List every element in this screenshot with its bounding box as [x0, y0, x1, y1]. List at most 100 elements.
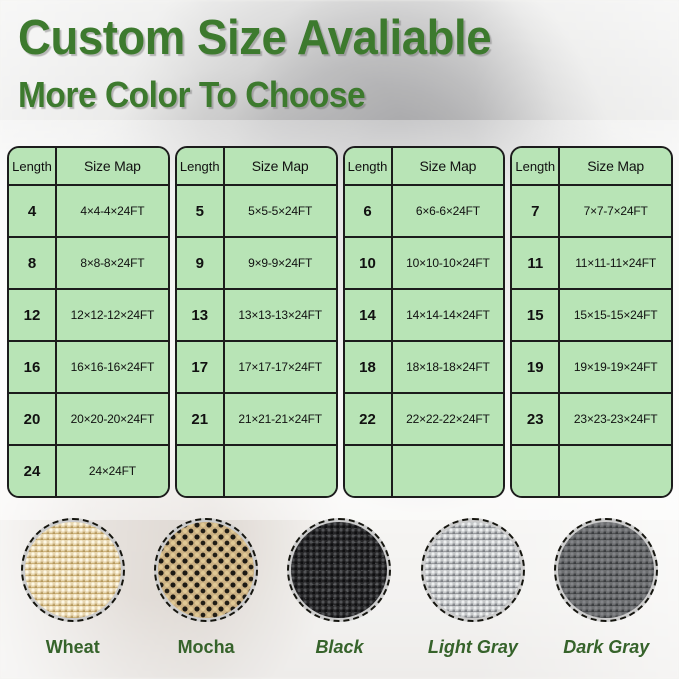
- cell-length: 21: [176, 394, 225, 444]
- table-row: [512, 446, 671, 496]
- table-row: 23 23×23-23×24FT: [512, 394, 671, 446]
- size-table: Length Size Map 5 5×5-5×24FT 9 9×9-9×24FT 13 13…: [174, 146, 338, 498]
- swatch-label: Dark Gray: [563, 637, 650, 657]
- table-row: 6 6×6-6×24FT: [344, 186, 504, 238]
- fabric-swatch-circle[interactable]: [154, 518, 259, 622]
- cell-size-map: 9×9-9×24FT: [224, 238, 336, 288]
- fabric-swatch-circle[interactable]: [20, 518, 125, 622]
- fabric-swatch-circle[interactable]: [554, 518, 659, 622]
- color-swatches-group: Wheat Mocha Black Light Gray Dark Gray: [0, 518, 679, 679]
- table-row: 8 8×8-8×24FT: [9, 238, 168, 290]
- cell-size-map: 4×4-4×24FT: [57, 186, 168, 236]
- cell-size-map: 14×14-14×24FT: [392, 290, 504, 340]
- column-header-size-map: Size Map: [224, 148, 336, 184]
- cell-length: 17: [176, 342, 225, 392]
- cell-size-map: 24×24FT: [57, 446, 168, 496]
- table-row: 5 5×5-5×24FT: [176, 186, 336, 238]
- column-header-size-map: Size Map: [560, 148, 671, 184]
- cell-length: 15: [512, 290, 561, 340]
- page-subtitle: More Color To Choose: [18, 74, 366, 115]
- cell-length: 4: [9, 186, 57, 236]
- table-row: 16 16×16-16×24FT: [9, 342, 168, 394]
- cell-length: 11: [512, 238, 561, 288]
- cell-length: [512, 446, 561, 496]
- cell-length: [176, 446, 225, 496]
- cell-length: 14: [344, 290, 393, 340]
- fabric-texture: [424, 522, 521, 618]
- cell-length: 19: [512, 342, 561, 392]
- column-header-size-map: Size Map: [57, 148, 168, 184]
- table-row: 7 7×7-7×24FT: [512, 186, 671, 238]
- cell-size-map: 20×20-20×24FT: [57, 394, 168, 444]
- color-swatch[interactable]: Mocha: [145, 518, 267, 658]
- table-row: 12 12×12-12×24FT: [9, 290, 168, 342]
- cell-size-map: 6×6-6×24FT: [392, 186, 504, 236]
- table-row: [176, 446, 336, 496]
- cell-size-map: [224, 446, 336, 496]
- table-row: 11 11×11-11×24FT: [512, 238, 671, 290]
- cell-size-map: 23×23-23×24FT: [560, 394, 671, 444]
- color-swatch[interactable]: Dark Gray: [545, 518, 667, 658]
- column-header-length: Length: [344, 148, 393, 184]
- table-row: 9 9×9-9×24FT: [176, 238, 336, 290]
- swatch-label: Mocha: [177, 637, 235, 657]
- table-row: 14 14×14-14×24FT: [344, 290, 504, 342]
- table-row: 24 24×24FT: [9, 446, 168, 496]
- cell-length: 18: [344, 342, 393, 392]
- table-row: 21 21×21-21×24FT: [176, 394, 336, 446]
- table-row: 13 13×13-13×24FT: [176, 290, 336, 342]
- color-swatch[interactable]: Wheat: [12, 518, 134, 658]
- cell-size-map: 7×7-7×24FT: [560, 186, 671, 236]
- cell-size-map: [392, 446, 504, 496]
- swatch-label: Light Gray: [427, 637, 518, 657]
- cell-length: 7: [512, 186, 561, 236]
- cell-size-map: 15×15-15×24FT: [560, 290, 671, 340]
- page-title: Custom Size Avaliable: [18, 11, 492, 65]
- cell-size-map: 5×5-5×24FT: [224, 186, 336, 236]
- fabric-swatch-circle[interactable]: [420, 518, 525, 622]
- cell-size-map: [560, 446, 671, 496]
- color-swatch[interactable]: Light Gray: [412, 518, 534, 658]
- cell-size-map: 22×22-22×24FT: [392, 394, 504, 444]
- cell-size-map: 18×18-18×24FT: [392, 342, 504, 392]
- cell-length: 16: [9, 342, 57, 392]
- table-header-row: Length Size Map: [176, 148, 336, 186]
- swatch-label: Black: [315, 637, 364, 657]
- table-row: 20 20×20-20×24FT: [9, 394, 168, 446]
- table-row: 10 10×10-10×24FT: [344, 238, 504, 290]
- table-row: 17 17×17-17×24FT: [176, 342, 336, 394]
- cell-length: 6: [344, 186, 393, 236]
- table-row: 22 22×22-22×24FT: [344, 394, 504, 446]
- cell-length: 12: [9, 290, 57, 340]
- swatch-label: Wheat: [45, 637, 100, 657]
- size-table: Length Size Map 4 4×4-4×24FT 8 8×8-8×24FT 12 12…: [7, 146, 170, 498]
- cell-size-map: 13×13-13×24FT: [224, 290, 336, 340]
- cell-length: 5: [176, 186, 225, 236]
- column-header-size-map: Size Map: [392, 148, 504, 184]
- table-row: 19 19×19-19×24FT: [512, 342, 671, 394]
- fabric-swatch-circle[interactable]: [287, 518, 392, 622]
- table-header-row: Length Size Map: [344, 148, 504, 186]
- size-table: Length Size Map 6 6×6-6×24FT 10 10×10-10×24FT…: [342, 146, 506, 498]
- color-swatch[interactable]: Black: [278, 518, 400, 658]
- cell-length: 23: [512, 394, 561, 444]
- cell-size-map: 8×8-8×24FT: [57, 238, 168, 288]
- table-header-row: Length Size Map: [512, 148, 671, 186]
- cell-size-map: 21×21-21×24FT: [224, 394, 336, 444]
- cell-size-map: 19×19-19×24FT: [560, 342, 671, 392]
- column-header-length: Length: [512, 148, 561, 184]
- fabric-texture: [558, 522, 655, 618]
- cell-size-map: 11×11-11×24FT: [560, 238, 671, 288]
- size-table: Length Size Map 7 7×7-7×24FT 11 11×11-11×24FT…: [510, 146, 673, 498]
- cell-size-map: 17×17-17×24FT: [224, 342, 336, 392]
- cell-length: 22: [344, 394, 393, 444]
- cell-length: 8: [9, 238, 57, 288]
- cell-length: 9: [176, 238, 225, 288]
- table-header-row: Length Size Map: [9, 148, 168, 186]
- cell-length: 20: [9, 394, 57, 444]
- cell-size-map: 12×12-12×24FT: [57, 290, 168, 340]
- column-header-length: Length: [176, 148, 225, 184]
- fabric-texture: [24, 522, 121, 618]
- fabric-texture: [158, 522, 255, 618]
- cell-length: 10: [344, 238, 393, 288]
